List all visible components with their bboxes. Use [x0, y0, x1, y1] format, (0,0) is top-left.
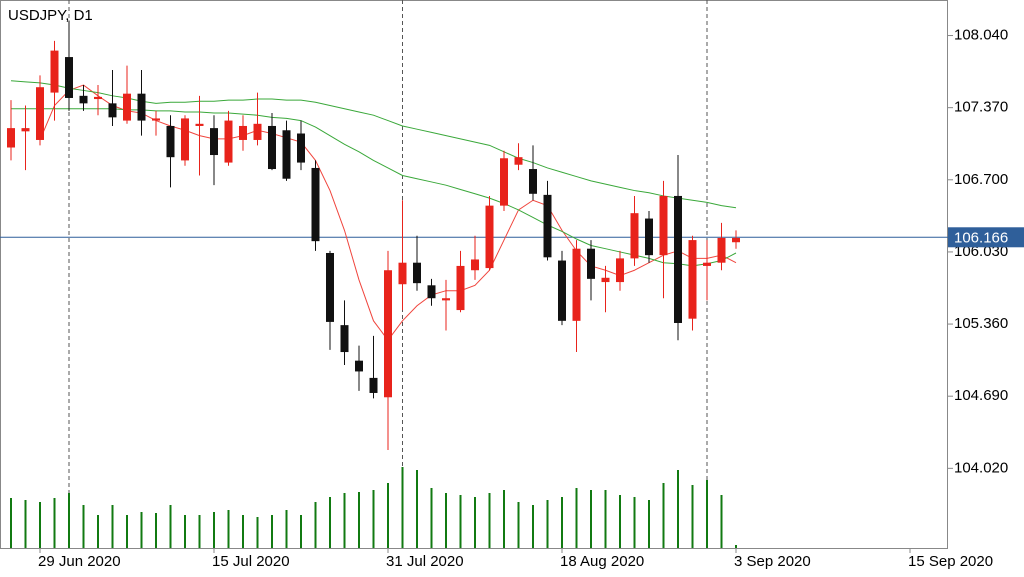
candle-body: [514, 157, 523, 165]
current-price-box: [948, 227, 1024, 248]
candle-body: [94, 96, 102, 100]
candle-body: [572, 248, 581, 321]
candle-body: [65, 57, 73, 98]
moving-average: [10, 80, 737, 209]
candle-body: [79, 95, 88, 104]
candle-body: [195, 123, 204, 126]
candle-body: [181, 118, 189, 161]
candle-body: [108, 103, 117, 118]
moving-average: [11, 108, 737, 267]
x-tick-label: 3 Sep 2020: [734, 553, 811, 570]
candle-body: [543, 194, 552, 258]
candle-body: [413, 262, 421, 284]
candle-body: [21, 128, 30, 132]
y-tick-label: 105.360: [954, 315, 1008, 332]
candle-body: [398, 262, 407, 285]
candle-body: [340, 325, 349, 353]
candle-body: [123, 93, 131, 121]
candle-body: [630, 213, 639, 259]
candle-body: [601, 277, 610, 283]
y-tick-label: 104.020: [954, 459, 1008, 476]
candle-body: [645, 218, 653, 256]
candle-body: [529, 169, 537, 194]
candle-body: [50, 50, 59, 93]
chart-title: USDJPY, D1: [8, 7, 93, 24]
candle-body: [558, 260, 566, 321]
candle-body: [688, 240, 697, 319]
candle-body: [282, 130, 291, 179]
candle-body: [224, 120, 233, 163]
candle-body: [268, 125, 276, 170]
candle-body: [311, 167, 320, 242]
candle-body: [500, 158, 508, 206]
candle-body: [732, 237, 740, 243]
candle-body: [166, 125, 175, 158]
candle-body: [369, 377, 378, 393]
candle-body: [456, 265, 465, 311]
plot-frame: [0, 0, 948, 549]
candle-body: [326, 253, 334, 322]
candle-body: [297, 133, 305, 163]
candle-body: [137, 93, 146, 121]
y-tick-label: 106.700: [954, 171, 1008, 188]
y-tick-label: 104.690: [954, 387, 1008, 404]
y-tick-label: 108.040: [954, 26, 1008, 43]
x-tick-label: 29 Jun 2020: [38, 553, 121, 570]
candle-body: [384, 270, 392, 398]
candle-body: [616, 258, 624, 283]
x-tick-label: 15 Sep 2020: [908, 553, 993, 570]
candle-body: [442, 298, 450, 301]
candle-body: [239, 125, 247, 140]
candle-body: [659, 195, 668, 256]
candle-body: [587, 248, 595, 279]
candle-body: [7, 128, 15, 148]
candle-body: [427, 285, 436, 299]
candle-body: [36, 87, 44, 140]
candle-body: [717, 237, 726, 263]
x-tick-label: 31 Jul 2020: [386, 553, 464, 570]
candle-body: [485, 205, 494, 269]
candle-body: [253, 123, 262, 140]
current-price-label: 106.166: [954, 229, 1008, 246]
candle-body: [471, 259, 479, 271]
candle-body: [703, 262, 711, 266]
candle-body: [210, 128, 218, 156]
candle-body: [152, 118, 160, 121]
candle-body: [355, 360, 363, 372]
y-tick-label: 107.370: [954, 99, 1008, 116]
x-tick-label: 18 Aug 2020: [560, 553, 644, 570]
x-tick-label: 15 Jul 2020: [212, 553, 290, 570]
candle-body: [674, 195, 682, 323]
